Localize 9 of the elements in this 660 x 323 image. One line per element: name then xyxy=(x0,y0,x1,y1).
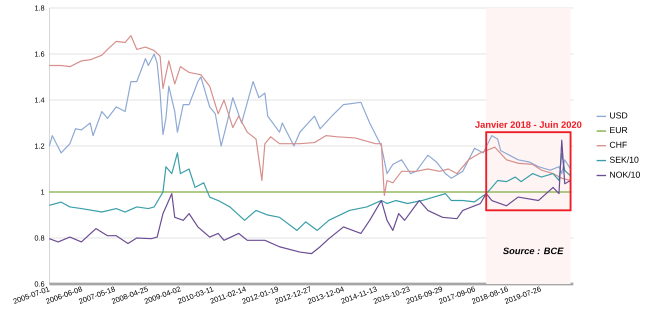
legend-label: CHF xyxy=(610,142,627,148)
legend-label: USD xyxy=(610,112,628,119)
band-label: Janvier 2018 - Juin 2020 xyxy=(475,121,582,128)
annotation: Source : BCE xyxy=(502,248,564,254)
legend-label: NOK/10 xyxy=(610,172,640,178)
line-series xyxy=(48,152,572,232)
line-series xyxy=(48,140,572,254)
legend-label: SEK/10 xyxy=(610,156,638,163)
legend-label: EUR xyxy=(610,127,628,134)
